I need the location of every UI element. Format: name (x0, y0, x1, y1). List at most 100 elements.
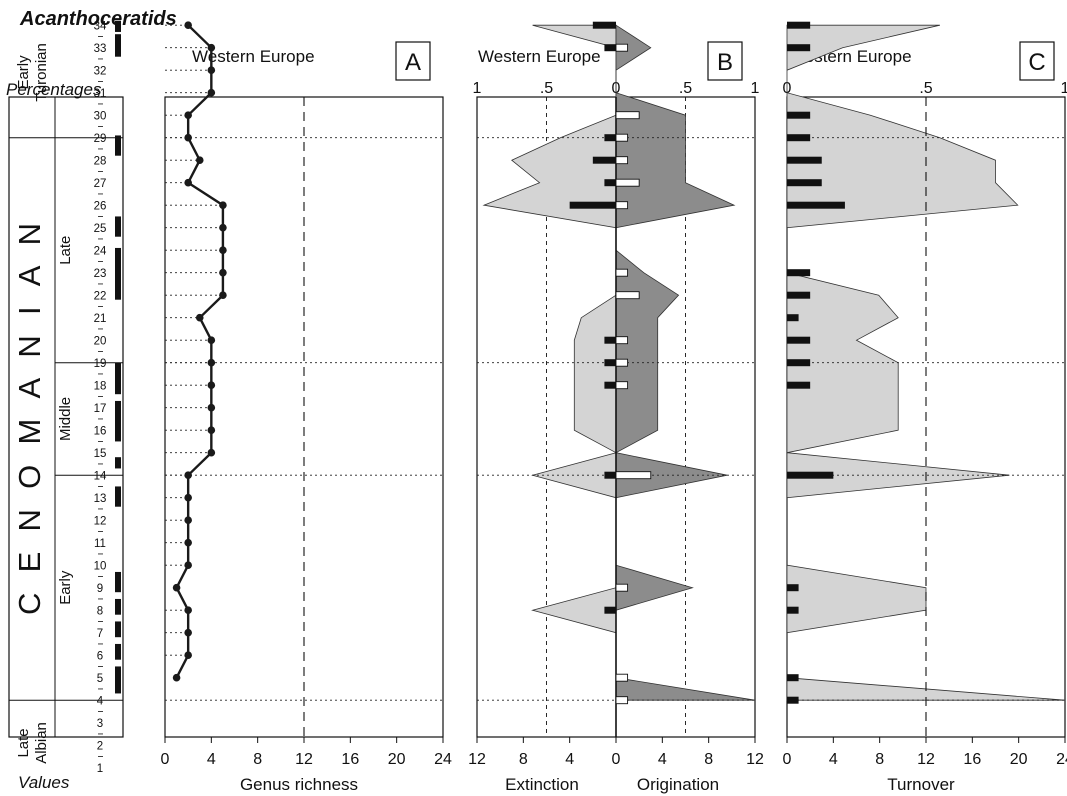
turnover-bar (787, 21, 811, 29)
origination-bar (615, 178, 640, 187)
turnover-bar (787, 674, 799, 682)
panel-b: Western Europe B Extinction Origination … (468, 21, 764, 794)
stage-number: 5 (97, 673, 103, 685)
stage-number: 1 (97, 763, 103, 775)
stage-number: 24 (94, 246, 107, 258)
origination-bar (615, 358, 629, 367)
x-tick-label: 8 (253, 751, 262, 768)
stage-number: 14 (94, 471, 107, 483)
richness-point (172, 583, 181, 592)
x-tick-label: 24 (1056, 751, 1067, 768)
stage-number: 9 (97, 583, 103, 595)
turnover-bar (787, 314, 799, 322)
richness-point (184, 471, 192, 480)
x-tick-label: 12 (917, 751, 935, 768)
stage-number: 7 (97, 628, 103, 640)
turnover-bar (787, 269, 811, 277)
extinction-bar (604, 179, 616, 187)
richness-point (195, 313, 204, 322)
stage-number: 20 (94, 336, 107, 348)
range-bar (115, 20, 121, 32)
substage-label: Turonian (33, 43, 50, 102)
stage-number: 6 (97, 651, 103, 663)
stage-number: 8 (97, 606, 103, 618)
stage-number: 25 (94, 223, 107, 235)
stage-number: 30 (94, 111, 107, 123)
origination-bar (615, 268, 629, 277)
panel-b-label: B (717, 49, 733, 76)
origination-bar (615, 583, 629, 592)
x-tick-label: 4 (565, 751, 574, 768)
turnover-bar (787, 336, 811, 344)
turnover-bar (787, 111, 811, 119)
richness-point (207, 426, 216, 435)
range-bar (115, 362, 121, 395)
extinction-bar (604, 471, 616, 479)
origination-bar (615, 673, 629, 682)
stage-number: 29 (94, 133, 107, 145)
substage-label: Albian (33, 722, 50, 764)
turnover-bar (787, 471, 834, 479)
extinction-bar (569, 201, 616, 209)
stage-number: 22 (94, 291, 107, 303)
substage-label: Late (15, 728, 32, 757)
extinction-bar (604, 606, 616, 614)
panel-b-xlabel-extinction: Extinction (505, 775, 579, 794)
substage-label: Early (57, 570, 74, 605)
origination-bar (615, 43, 629, 52)
richness-point (184, 493, 192, 502)
stage-number: 26 (94, 201, 107, 213)
stage-number: 3 (97, 718, 103, 730)
richness-point (184, 111, 192, 119)
turnover-bar (787, 179, 822, 187)
x-tick-label: 4 (207, 751, 216, 768)
panel-a-region: Western Europe (192, 47, 315, 66)
substage-label: Early (15, 55, 32, 90)
extinction-bar (592, 156, 616, 164)
stage-number: 17 (94, 403, 107, 415)
panel-b-label-box (707, 41, 743, 81)
origination-bar (615, 696, 629, 705)
range-bar (115, 400, 121, 442)
richness-point (207, 403, 216, 412)
turnover-bar (787, 584, 799, 592)
extinction-bar (592, 21, 616, 29)
substage-label: Middle (57, 397, 74, 441)
top-tick-label: 1 (473, 80, 482, 97)
richness-point (172, 673, 181, 682)
turnover-bar (787, 44, 811, 52)
richness-point (184, 651, 192, 659)
x-tick-label: 16 (341, 751, 359, 768)
x-tick-label: 8 (704, 751, 713, 768)
richness-point (184, 21, 192, 30)
range-bar (115, 486, 121, 507)
top-tick-label: .5 (919, 80, 932, 97)
richness-point (207, 43, 216, 52)
panel-c-label: C (1028, 49, 1045, 76)
origination-bar (615, 156, 629, 165)
panel-c-xlabel: Turnover (887, 775, 955, 794)
panel-c: Western Europe C Turnover 048121620240.5… (783, 21, 1067, 794)
richness-point (184, 628, 192, 637)
turnover-bar (787, 156, 822, 164)
richness-point (207, 381, 216, 390)
richness-point (184, 538, 192, 547)
stage-number: 31 (94, 88, 107, 100)
richness-point (207, 336, 216, 345)
richness-point (195, 156, 204, 164)
richness-point (219, 268, 227, 277)
x-tick-label: 0 (161, 751, 170, 768)
extinction-bar (604, 44, 616, 52)
percentages-row-label: Percentages (6, 80, 102, 99)
panel-a: Western Europe A Genus richness 0 4 8 12 16 2… (161, 21, 452, 794)
turnover-bar (787, 696, 799, 704)
top-tick-label: 1 (751, 80, 760, 97)
x-tick-label: 0 (612, 751, 621, 768)
top-tick-label: 1 (1061, 80, 1067, 97)
range-bar (115, 666, 121, 694)
stage-name: CENOMANIAN (12, 223, 47, 615)
stage-number: 33 (94, 43, 107, 55)
richness-point (207, 358, 216, 367)
stage-number: 13 (94, 493, 107, 505)
